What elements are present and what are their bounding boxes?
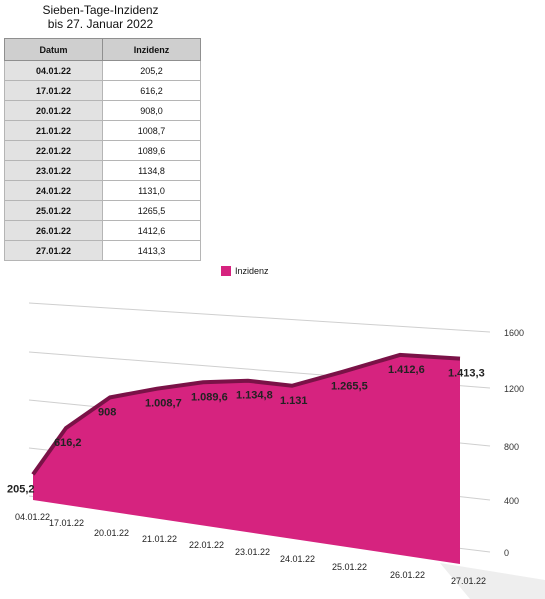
y-axis-ticks: 1600 1200 800 400 0 — [504, 328, 524, 558]
x-tick-label: 17.01.22 — [49, 518, 84, 528]
table-cell-value: 908,0 — [102, 100, 201, 121]
table-row: 20.01.22 908,0 — [4, 100, 201, 121]
x-tick-label: 04.01.22 — [15, 512, 50, 522]
table-cell-value: 1413,3 — [102, 240, 201, 261]
x-tick-label: 23.01.22 — [235, 547, 270, 557]
table-row: 27.01.22 1413,3 — [4, 240, 201, 261]
table-cell-value: 1008,7 — [102, 120, 201, 141]
data-label: 908 — [98, 406, 116, 418]
data-label: 1.412,6 — [388, 364, 425, 376]
data-label: 1.089,6 — [191, 391, 228, 403]
table-row: 25.01.22 1265,5 — [4, 200, 201, 221]
table-cell-value: 616,2 — [102, 80, 201, 101]
y-tick-label: 1600 — [504, 328, 524, 338]
table-cell-value: 1131,0 — [102, 180, 201, 201]
area-shadow — [440, 563, 545, 599]
table-row: 21.01.22 1008,7 — [4, 120, 201, 141]
table-body: 04.01.22 205,2 17.01.22 616,2 20.01.22 908,0 2… — [4, 60, 201, 261]
data-label: 1.008,7 — [145, 398, 182, 410]
x-tick-label: 20.01.22 — [94, 528, 129, 538]
table-row: 24.01.22 1131,0 — [4, 180, 201, 201]
table-cell-date: 17.01.22 — [4, 80, 103, 101]
data-label: 1.413,3 — [448, 368, 485, 380]
chart-subtitle: bis 27. Januar 2022 — [47, 17, 154, 31]
table-row: 26.01.22 1412,6 — [4, 220, 201, 241]
table-cell-date: 04.01.22 — [4, 60, 103, 81]
legend: Inzidenz — [221, 266, 269, 276]
y-tick-label: 400 — [504, 496, 519, 506]
table-cell-value: 205,2 — [102, 60, 201, 81]
legend-label: Inzidenz — [235, 266, 269, 276]
table-header-value: Inzidenz — [102, 38, 201, 61]
table-cell-date: 20.01.22 — [4, 100, 103, 121]
x-tick-label: 27.01.22 — [451, 576, 486, 586]
table-cell-value: 1265,5 — [102, 200, 201, 221]
area-series — [31, 352, 545, 599]
gridline — [28, 302, 491, 333]
x-tick-label: 25.01.22 — [332, 562, 367, 572]
y-tick-label: 0 — [504, 548, 509, 558]
table-row: 04.01.22 205,2 — [4, 60, 201, 81]
data-label: 1.265,5 — [331, 381, 368, 393]
chart-title-block: Sieben-Tage-Inzidenz bis 27. Januar 2022 — [4, 3, 197, 31]
area-top-edge — [31, 352, 461, 476]
data-labels: 205,2 616,2 908 1.008,7 1.089,6 1.134,8 1.131 1… — [7, 364, 485, 495]
chart-title: Sieben-Tage-Inzidenz — [42, 3, 159, 17]
table-row: 17.01.22 616,2 — [4, 80, 201, 101]
x-tick-label: 21.01.22 — [142, 534, 177, 544]
x-tick-label: 26.01.22 — [390, 570, 425, 580]
y-tick-label: 1200 — [504, 384, 524, 394]
data-label: 616,2 — [54, 437, 82, 449]
x-tick-label: 22.01.22 — [189, 540, 224, 550]
table-cell-date: 27.01.22 — [4, 240, 103, 261]
data-label: 1.131 — [280, 395, 308, 407]
table-cell-date: 24.01.22 — [4, 180, 103, 201]
table-cell-date: 22.01.22 — [4, 140, 103, 161]
table-cell-date: 23.01.22 — [4, 160, 103, 181]
y-tick-label: 800 — [504, 442, 519, 452]
table-cell-date: 25.01.22 — [4, 200, 103, 221]
area-fill — [33, 354, 460, 564]
table-row: 22.01.22 1089,6 — [4, 140, 201, 161]
x-tick-label: 24.01.22 — [280, 554, 315, 564]
table-row: 23.01.22 1134,8 — [4, 160, 201, 181]
table-cell-date: 21.01.22 — [4, 120, 103, 141]
table-header-row: Datum Inzidenz — [4, 38, 201, 61]
data-table: Datum Inzidenz 04.01.22 205,2 17.01.22 616,… — [4, 38, 201, 261]
table-header-date: Datum — [4, 38, 103, 61]
table-cell-value: 1089,6 — [102, 140, 201, 161]
table-cell-date: 26.01.22 — [4, 220, 103, 241]
data-label: 1.134,8 — [236, 390, 273, 402]
data-label: 205,2 — [7, 483, 35, 495]
table-cell-value: 1134,8 — [102, 160, 201, 181]
table-cell-value: 1412,6 — [102, 220, 201, 241]
legend-swatch — [221, 266, 231, 276]
